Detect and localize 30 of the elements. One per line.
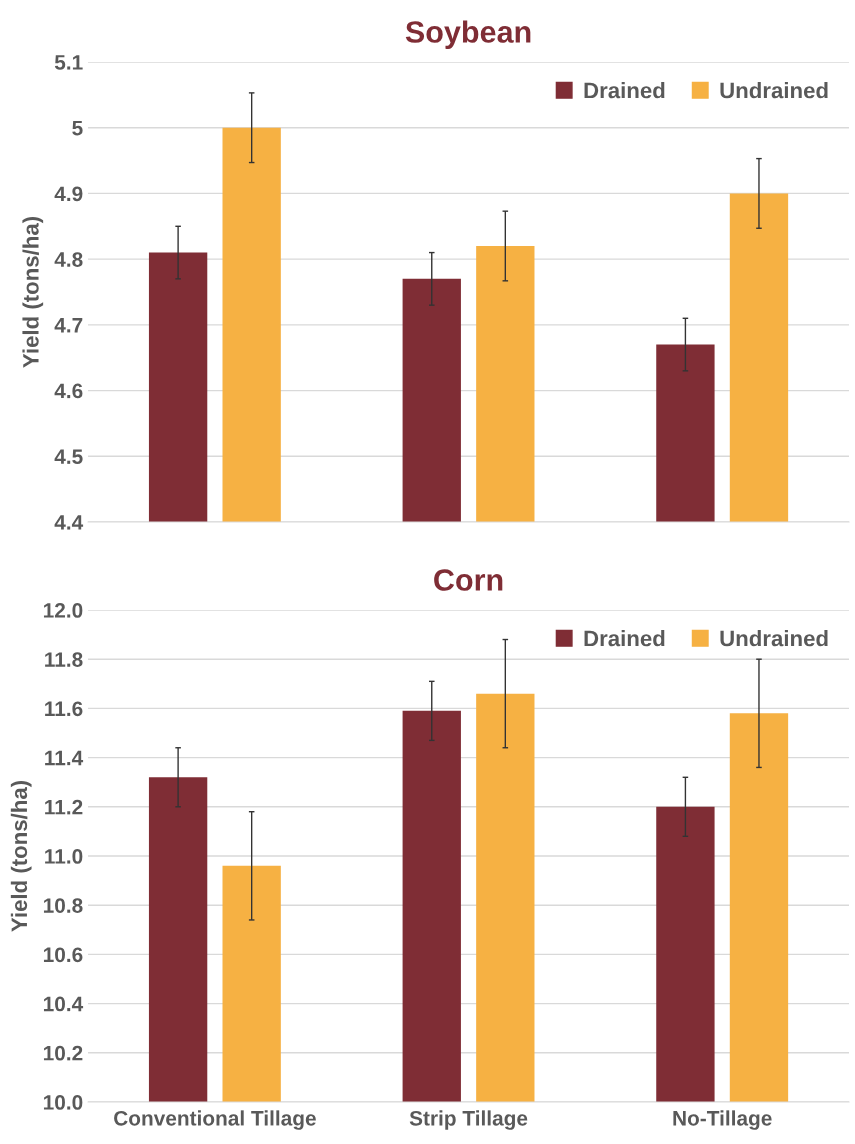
y-tick-label: 4.8 [54, 252, 83, 267]
legend-label: Drained [584, 82, 665, 99]
chart-title: Corn [434, 569, 503, 591]
x-tick-label: No-Tillage [673, 1110, 772, 1130]
y-tick-label: 4.6 [54, 383, 83, 399]
y-tick-label: 4.9 [54, 186, 83, 202]
y-axis-title: Yield (tons/ha) [10, 780, 32, 932]
legend-label: Undrained [720, 630, 828, 647]
y-tick-label: 10.2 [43, 1045, 83, 1061]
y-tick-label: 12.0 [43, 603, 83, 618]
y-tick-label: 4.7 [54, 318, 83, 333]
y-tick-label: 10.6 [43, 947, 83, 963]
chart-title: Soybean [405, 20, 531, 49]
y-tick-label: 11.6 [45, 701, 83, 717]
y-tick-label: 11.4 [45, 750, 84, 766]
y-tick-label: 10.0 [43, 1095, 83, 1110]
y-tick-label: 11.0 [45, 849, 83, 864]
y-tick-label: 10.4 [43, 996, 84, 1012]
y-tick-label: 10.8 [43, 898, 83, 913]
y-tick-label: 11.2 [45, 799, 83, 815]
x-tick-label: Strip Tillage [409, 1110, 528, 1130]
legend-label: Undrained [720, 82, 828, 99]
y-tick-label: 11.8 [45, 652, 83, 667]
legend-label: Drained [584, 630, 665, 647]
y-tick-label: 5.1 [54, 55, 83, 70]
x-tick-label: Conventional Tillage [114, 1110, 316, 1130]
y-tick-label: 4.5 [54, 449, 83, 465]
y-tick-label: 4.4 [54, 515, 84, 530]
y-tick-label: 5 [72, 120, 83, 136]
y-axis-title: Yield (tons/ha) [22, 216, 44, 368]
